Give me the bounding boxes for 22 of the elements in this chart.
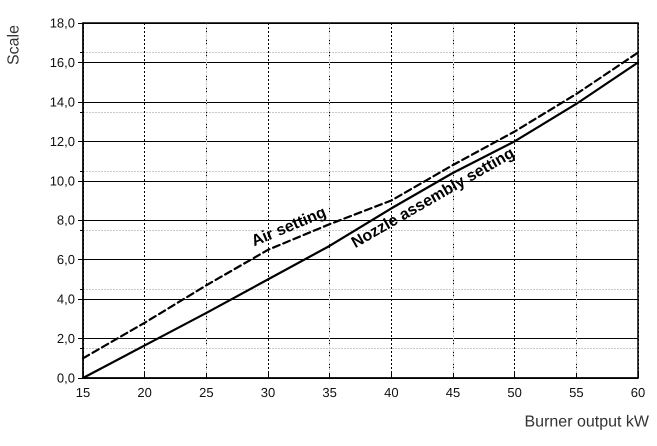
x-tick-label: 60	[630, 385, 646, 400]
y-axis-title: Scale	[6, 24, 22, 66]
y-tick-label: 8,0	[56, 212, 75, 228]
y-tick-label: 18,0	[50, 16, 75, 30]
y-tick-label: 10,0	[50, 173, 75, 188]
x-tick-label: 30	[260, 385, 276, 400]
y-tick-label: 14,0	[50, 94, 75, 110]
x-tick-label: 20	[137, 385, 152, 400]
x-tick-label: 35	[322, 385, 337, 400]
y-tick-label: 12,0	[50, 134, 75, 149]
y-tick-label: 0,0	[56, 370, 75, 386]
y-tick-label: 6,0	[56, 252, 75, 268]
y-tick-label: 4,0	[56, 292, 75, 307]
x-tick-label: 25	[199, 385, 214, 400]
x-tick-label: 45	[446, 385, 460, 400]
x-tick-label: 15	[76, 385, 90, 400]
y-tick-label: 16,0	[50, 54, 75, 70]
x-tick-label: 55	[569, 385, 584, 400]
y-tick-label: 2,0	[56, 331, 75, 346]
x-axis-title: Burner output kW	[524, 414, 650, 430]
x-tick-label: 50	[507, 385, 522, 400]
x-tick-label: 40	[384, 385, 399, 400]
